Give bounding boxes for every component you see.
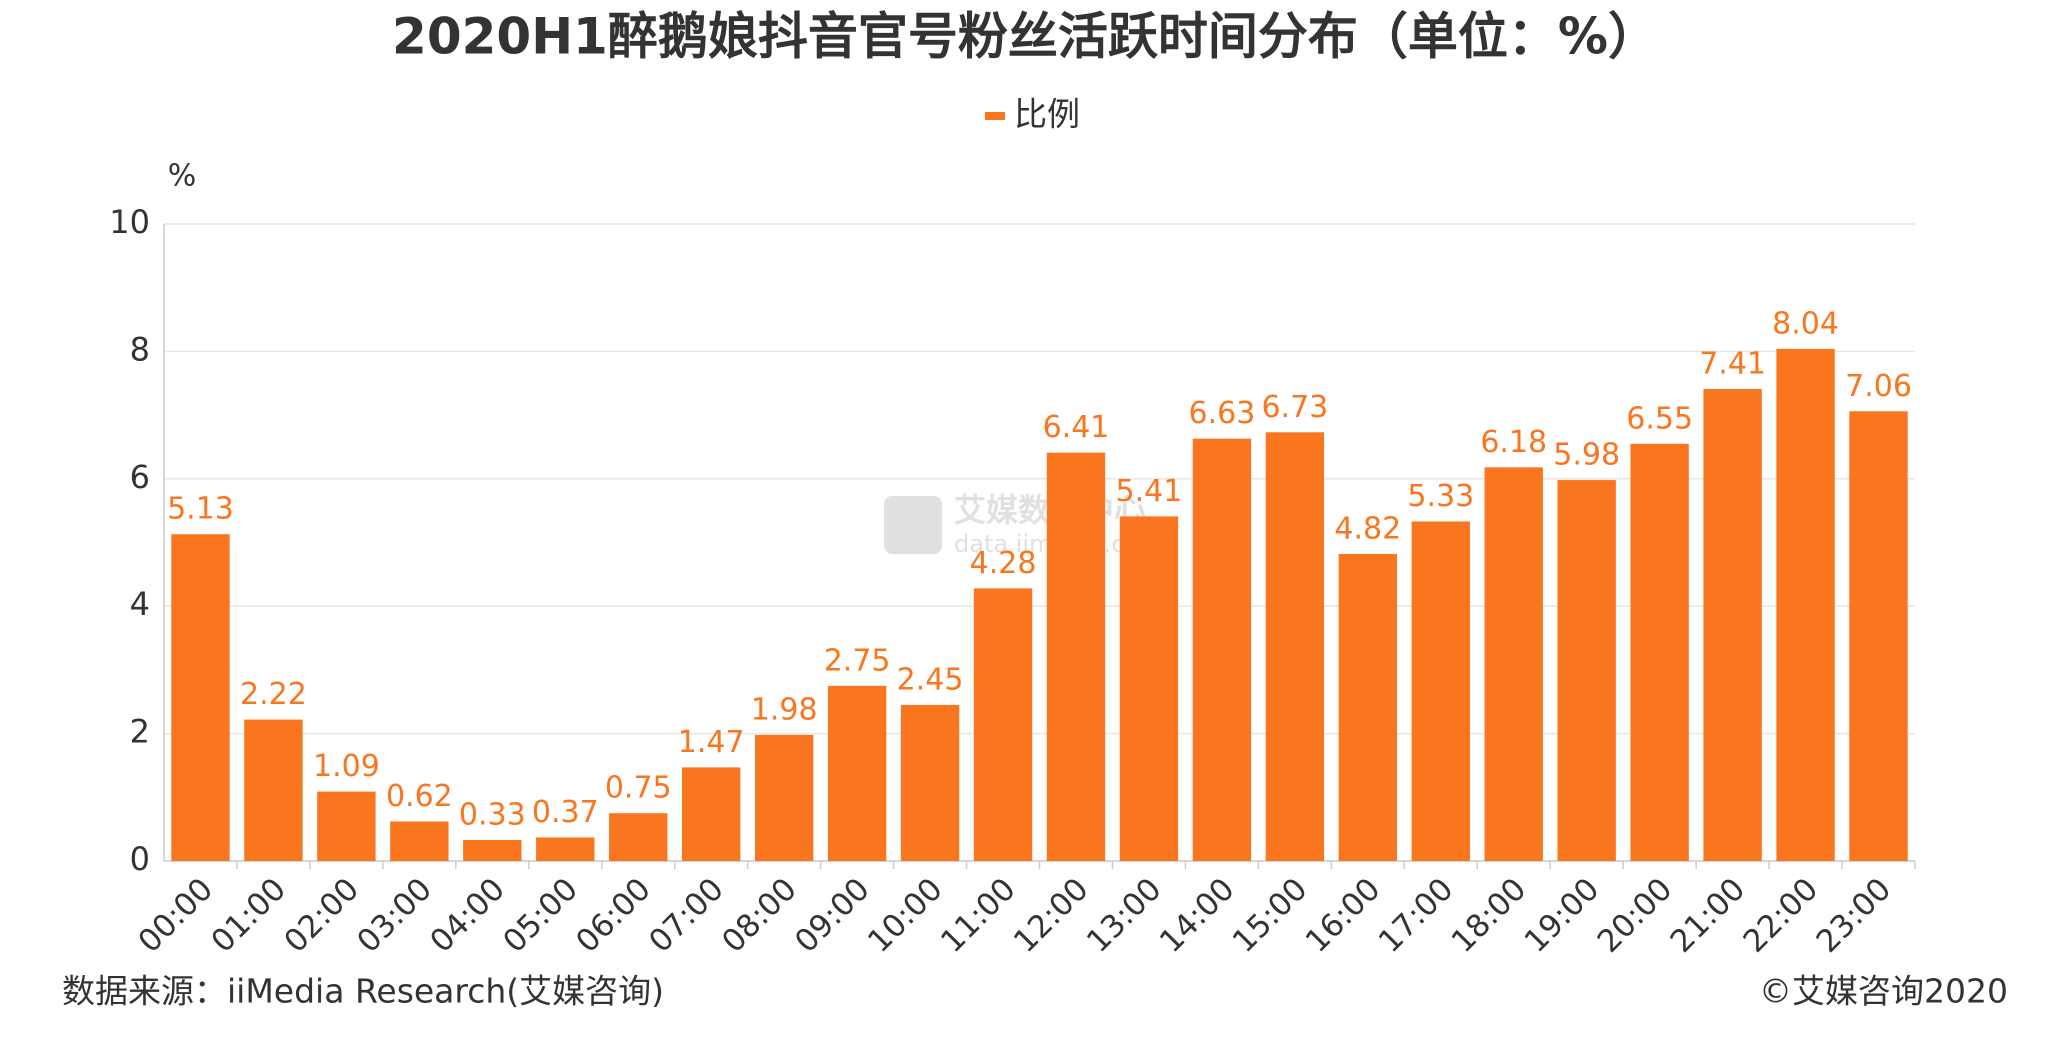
data-label: 6.55 xyxy=(1626,401,1693,436)
legend-label: 比例 xyxy=(1014,95,1080,134)
bar xyxy=(390,821,449,861)
x-tick-label: 04:00 xyxy=(423,871,512,960)
data-label: 6.73 xyxy=(1261,390,1328,425)
bar xyxy=(317,791,376,861)
data-label: 4.82 xyxy=(1334,511,1401,546)
data-label: 4.28 xyxy=(970,546,1037,581)
bar xyxy=(973,588,1033,861)
bar xyxy=(1119,516,1179,861)
data-label: 5.33 xyxy=(1407,479,1474,514)
x-tick-label: 08:00 xyxy=(715,871,804,960)
x-tick-label: 00:00 xyxy=(132,871,221,960)
y-tick-label: 6 xyxy=(130,458,150,496)
y-unit: % xyxy=(168,159,197,194)
x-tick-label: 20:00 xyxy=(1591,871,1680,960)
x-tick-label: 10:00 xyxy=(861,871,950,960)
bar xyxy=(1557,480,1616,861)
bar xyxy=(1484,467,1543,861)
x-tick-label: 09:00 xyxy=(788,871,877,960)
data-label: 6.41 xyxy=(1043,410,1110,445)
data-label: 5.13 xyxy=(167,492,234,527)
y-tick-label: 0 xyxy=(130,840,150,878)
y-tick-label: 8 xyxy=(130,330,150,368)
x-tick-label: 03:00 xyxy=(350,871,439,960)
data-label: 5.41 xyxy=(1116,474,1183,509)
data-label: 1.98 xyxy=(751,692,818,727)
data-label: 6.18 xyxy=(1480,425,1547,460)
data-label: 0.62 xyxy=(386,779,453,814)
watermark-logo xyxy=(884,496,942,554)
data-label: 7.06 xyxy=(1845,369,1912,404)
data-label: 2.45 xyxy=(897,662,964,697)
x-tick-label: 12:00 xyxy=(1007,871,1096,960)
data-label: 0.37 xyxy=(532,795,599,830)
data-label: 2.75 xyxy=(824,643,891,678)
x-tick-label: 13:00 xyxy=(1080,871,1169,960)
bar xyxy=(1265,432,1325,861)
bar xyxy=(1849,411,1908,861)
data-label: 1.47 xyxy=(678,725,745,760)
data-label: 1.09 xyxy=(313,749,380,784)
x-tick-label: 22:00 xyxy=(1737,871,1826,960)
chart-title: 2020H1醉鹅娘抖音官号粉丝活跃时间分布（单位：%） xyxy=(392,8,1658,66)
y-tick-label: 4 xyxy=(130,585,150,623)
legend-swatch xyxy=(985,112,1005,120)
data-label: 2.22 xyxy=(240,677,307,712)
bar xyxy=(536,837,595,861)
x-tick-label: 06:00 xyxy=(569,871,658,960)
bar xyxy=(609,813,668,861)
x-tick-label: 19:00 xyxy=(1518,871,1607,960)
data-label: 6.63 xyxy=(1188,396,1255,431)
x-tick-label: 18:00 xyxy=(1445,871,1534,960)
data-label: 5.98 xyxy=(1553,438,1620,473)
y-tick-label: 10 xyxy=(109,203,150,241)
bar xyxy=(1411,521,1470,861)
copyright: ©艾媒咨询2020 xyxy=(1759,972,2008,1011)
x-tick-label: 01:00 xyxy=(204,871,293,960)
data-label: 0.33 xyxy=(459,797,526,832)
x-tick-label: 15:00 xyxy=(1226,871,1315,960)
bar xyxy=(1192,438,1252,861)
x-tick-label: 14:00 xyxy=(1153,871,1242,960)
x-tick-label: 07:00 xyxy=(642,871,731,960)
bar xyxy=(171,534,230,861)
x-tick-label: 21:00 xyxy=(1664,871,1753,960)
x-tick-label: 05:00 xyxy=(496,871,585,960)
bar xyxy=(682,767,741,861)
data-label: 7.41 xyxy=(1699,346,1766,381)
x-tick-label: 17:00 xyxy=(1372,871,1461,960)
bar xyxy=(463,839,522,861)
bar xyxy=(1046,452,1106,861)
bar xyxy=(244,719,303,861)
y-tick-label: 2 xyxy=(130,713,150,751)
x-tick-label: 16:00 xyxy=(1299,871,1388,960)
x-tick-label: 02:00 xyxy=(277,871,366,960)
bar xyxy=(1630,443,1689,861)
bar xyxy=(1338,553,1397,861)
bar xyxy=(827,685,887,861)
x-tick-label: 11:00 xyxy=(934,871,1023,960)
data-label: 0.75 xyxy=(605,771,672,806)
bar xyxy=(900,704,960,861)
source: 数据来源：iiMedia Research(艾媒咨询) xyxy=(62,972,664,1011)
bar xyxy=(1703,388,1762,861)
x-tick-label: 23:00 xyxy=(1810,871,1899,960)
data-label: 8.04 xyxy=(1772,306,1839,341)
bar xyxy=(754,734,814,861)
bar xyxy=(1776,348,1835,861)
